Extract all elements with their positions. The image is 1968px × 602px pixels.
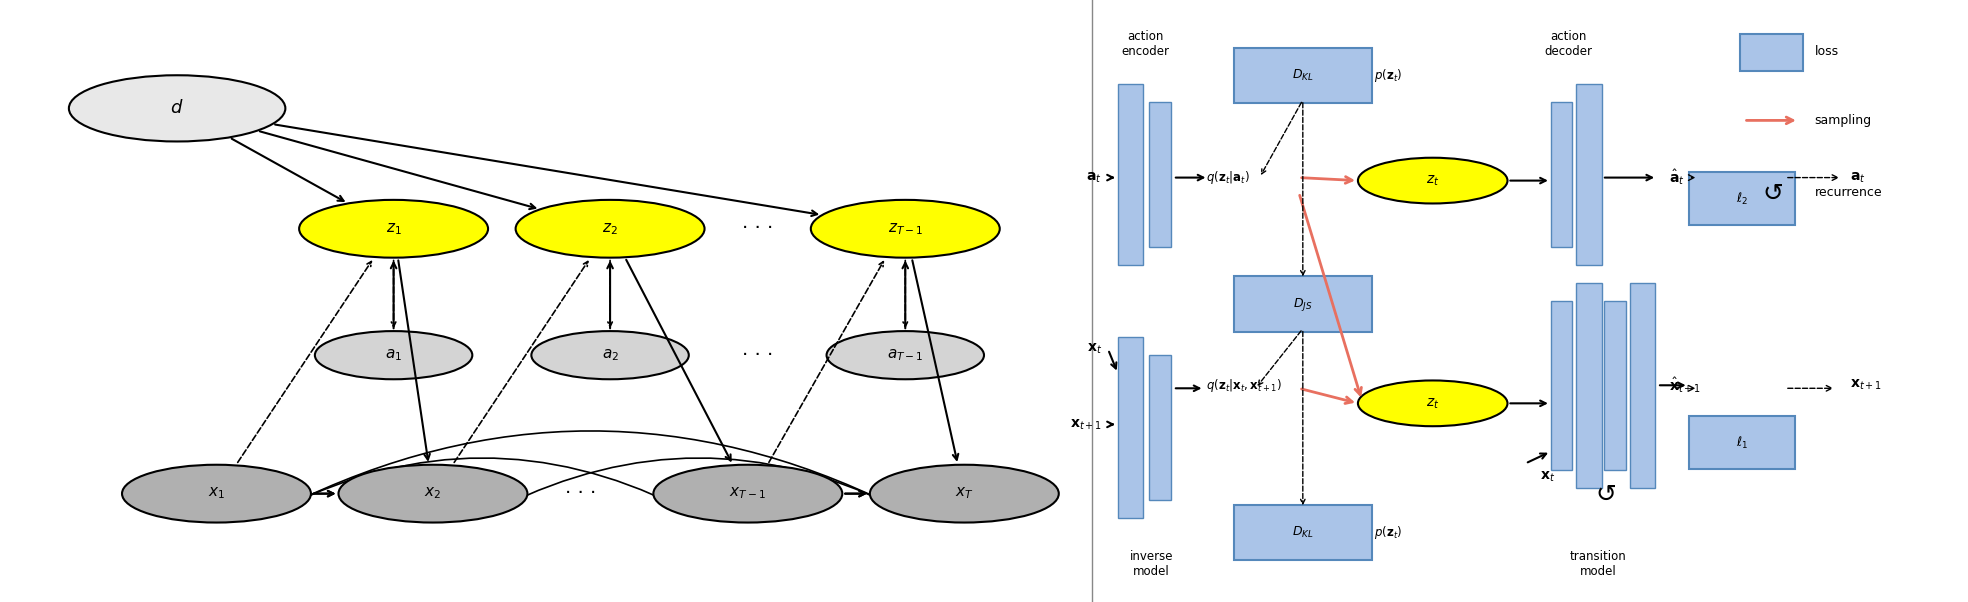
Circle shape <box>122 465 311 523</box>
Text: $\hat{\mathbf{x}}_{t+1}$: $\hat{\mathbf{x}}_{t+1}$ <box>1669 376 1700 395</box>
Circle shape <box>69 75 285 141</box>
Text: $z_t$: $z_t$ <box>1427 396 1439 411</box>
Text: $\mathbf{x}_{t+1}$: $\mathbf{x}_{t+1}$ <box>1850 378 1881 393</box>
Text: sampling: sampling <box>1814 114 1872 127</box>
Circle shape <box>1358 158 1507 203</box>
Text: inverse
model: inverse model <box>1130 550 1173 578</box>
Circle shape <box>827 331 984 379</box>
FancyBboxPatch shape <box>1234 505 1372 560</box>
Text: $x_T$: $x_T$ <box>954 486 974 501</box>
Bar <box>1604 301 1626 470</box>
Text: $q(\mathbf{z}_t|\mathbf{x}_t, \mathbf{x}_{t+1})$: $q(\mathbf{z}_t|\mathbf{x}_t, \mathbf{x}… <box>1206 377 1283 394</box>
Text: $x_1$: $x_1$ <box>209 486 224 501</box>
FancyBboxPatch shape <box>1740 34 1803 71</box>
Text: $\mathbf{x}_{t+1}$: $\mathbf{x}_{t+1}$ <box>1071 417 1102 432</box>
Text: $\mathbf{x}_t$: $\mathbf{x}_t$ <box>1086 342 1102 356</box>
Text: transition
model: transition model <box>1570 550 1626 578</box>
Text: $d$: $d$ <box>171 99 183 117</box>
Bar <box>1576 84 1602 265</box>
Bar <box>1551 102 1572 247</box>
Bar <box>1576 283 1602 488</box>
Text: loss: loss <box>1814 45 1838 58</box>
Bar <box>1149 355 1171 500</box>
Text: $\mathbf{x}_t$: $\mathbf{x}_t$ <box>1539 470 1555 484</box>
Text: $D_{KL}$: $D_{KL}$ <box>1291 525 1315 541</box>
FancyBboxPatch shape <box>1689 416 1795 469</box>
Circle shape <box>811 200 1000 258</box>
Text: $\mathbf{a}_t$: $\mathbf{a}_t$ <box>1850 170 1866 185</box>
Bar <box>1118 84 1143 265</box>
Text: action
decoder: action decoder <box>1545 30 1592 58</box>
Circle shape <box>653 465 842 523</box>
Text: $p(\mathbf{z}_t)$: $p(\mathbf{z}_t)$ <box>1374 67 1401 84</box>
Text: $z_2$: $z_2$ <box>602 221 618 237</box>
Circle shape <box>870 465 1059 523</box>
Text: $z_1$: $z_1$ <box>386 221 401 237</box>
Text: $\ell_1$: $\ell_1$ <box>1736 435 1748 450</box>
FancyBboxPatch shape <box>1234 48 1372 103</box>
Bar <box>1118 337 1143 518</box>
Bar <box>1551 301 1572 470</box>
Text: $x_{T-1}$: $x_{T-1}$ <box>730 486 766 501</box>
Text: $\hat{\mathbf{a}}_t$: $\hat{\mathbf{a}}_t$ <box>1669 168 1685 187</box>
Text: · · ·: · · · <box>742 346 773 365</box>
Bar <box>1149 102 1171 247</box>
Text: recurrence: recurrence <box>1814 186 1881 199</box>
Circle shape <box>516 200 705 258</box>
Text: $D_{JS}$: $D_{JS}$ <box>1293 296 1313 312</box>
FancyBboxPatch shape <box>1689 172 1795 225</box>
Text: · · ·: · · · <box>565 484 596 503</box>
Text: $x_2$: $x_2$ <box>425 486 441 501</box>
Text: $\mathbf{a}_t$: $\mathbf{a}_t$ <box>1086 170 1102 185</box>
Text: $q(\mathbf{z}_t|\mathbf{a}_t)$: $q(\mathbf{z}_t|\mathbf{a}_t)$ <box>1206 169 1250 186</box>
FancyBboxPatch shape <box>1234 276 1372 332</box>
Text: $p(\mathbf{z}_t)$: $p(\mathbf{z}_t)$ <box>1374 524 1401 541</box>
Circle shape <box>315 331 472 379</box>
Text: $z_{T-1}$: $z_{T-1}$ <box>888 221 923 237</box>
Text: $a_{T-1}$: $a_{T-1}$ <box>888 347 923 363</box>
Circle shape <box>299 200 488 258</box>
Text: $\circlearrowleft$: $\circlearrowleft$ <box>1590 482 1618 506</box>
Text: $a_2$: $a_2$ <box>602 347 618 363</box>
Bar <box>1630 283 1655 488</box>
Circle shape <box>338 465 527 523</box>
Circle shape <box>1358 380 1507 426</box>
Text: · · ·: · · · <box>742 219 773 238</box>
Text: action
encoder: action encoder <box>1122 30 1169 58</box>
Circle shape <box>531 331 689 379</box>
Text: $z_t$: $z_t$ <box>1427 173 1439 188</box>
Text: $D_{KL}$: $D_{KL}$ <box>1291 67 1315 83</box>
Text: $a_1$: $a_1$ <box>386 347 401 363</box>
Text: $\ell_2$: $\ell_2$ <box>1736 191 1748 206</box>
Text: $\circlearrowleft$: $\circlearrowleft$ <box>1757 181 1785 205</box>
